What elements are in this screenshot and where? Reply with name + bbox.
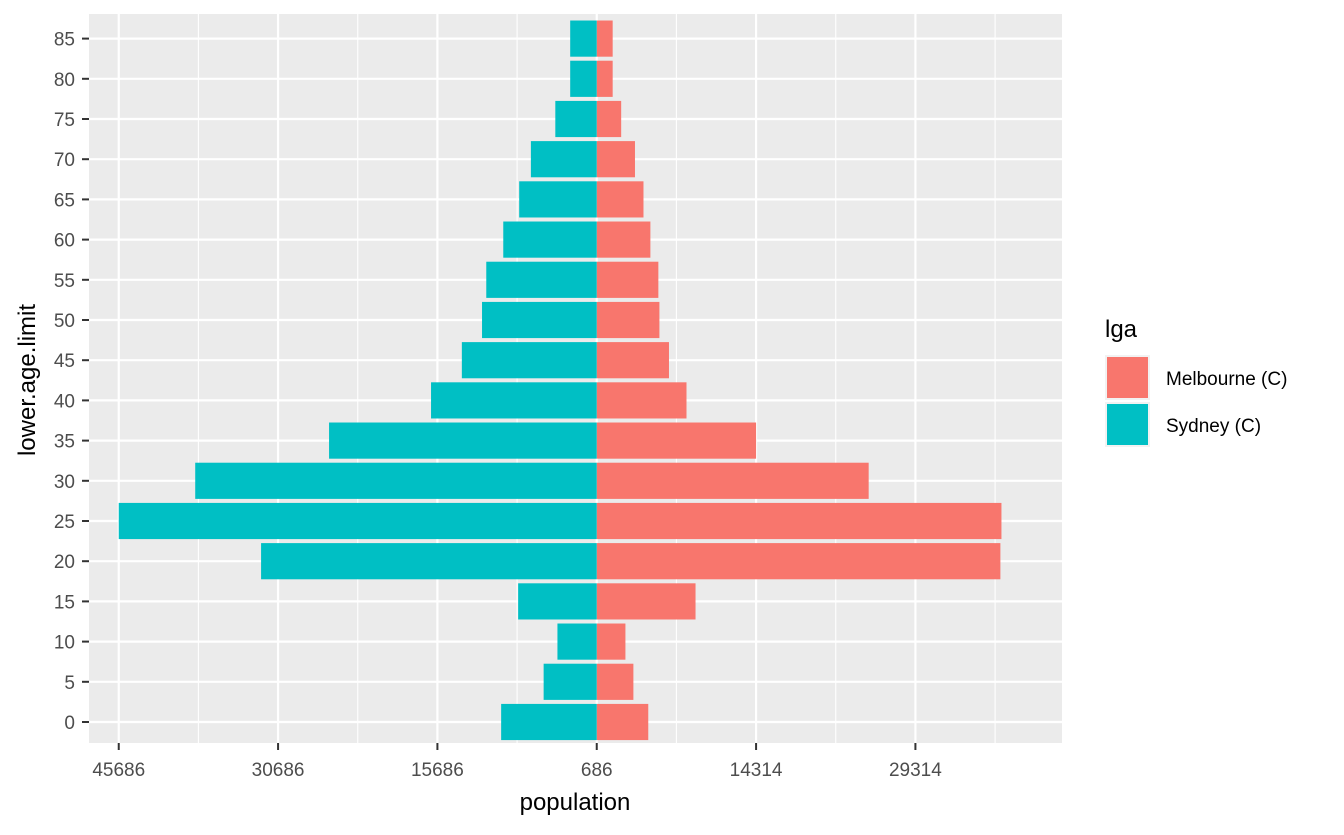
legend-title: lga xyxy=(1105,316,1138,343)
y-axis: 0 5 10 15 20 25 30 35 40 45 50 55 60 65 70 75 80 85 xyxy=(54,30,89,734)
y-axis-title: lower.age.limit xyxy=(14,304,41,456)
y-tick-label: 80 xyxy=(54,70,75,91)
y-tick-label: 5 xyxy=(64,673,75,694)
bar-melbourne-c-5 xyxy=(596,663,634,700)
legend: lga Melbourne (C) Sydney (C) xyxy=(1105,316,1287,447)
x-tick-label: 14314 xyxy=(730,760,783,781)
x-tick-label: 45686 xyxy=(92,760,145,781)
y-tick-label: 20 xyxy=(54,552,75,573)
x-axis: 45686 30686 15686 686 14314 29314 xyxy=(92,743,942,781)
bar-melbourne-c-35 xyxy=(596,422,757,459)
bar-sydney-c-30 xyxy=(195,462,597,499)
bar-melbourne-c-45 xyxy=(596,342,669,379)
bar-melbourne-c-60 xyxy=(596,221,651,258)
y-tick-label: 75 xyxy=(54,110,75,131)
y-tick-label: 60 xyxy=(54,231,75,252)
x-tick-label: 15686 xyxy=(411,760,464,781)
bar-sydney-c-50 xyxy=(482,301,597,339)
y-tick-label: 85 xyxy=(54,30,75,51)
bar-sydney-c-20 xyxy=(261,543,597,580)
bar-melbourne-c-75 xyxy=(596,100,622,138)
bar-melbourne-c-70 xyxy=(596,141,635,178)
bar-melbourne-c-55 xyxy=(596,261,659,298)
x-tick-label: 29314 xyxy=(889,760,942,781)
legend-label: Melbourne (C) xyxy=(1166,369,1287,390)
x-axis-title: population xyxy=(520,789,631,816)
legend-label: Sydney (C) xyxy=(1166,416,1261,437)
y-tick-label: 25 xyxy=(54,512,75,533)
y-tick-label: 45 xyxy=(54,351,75,372)
bar-melbourne-c-15 xyxy=(596,583,696,620)
y-tick-label: 65 xyxy=(54,190,75,211)
bars xyxy=(118,20,1002,741)
bar-melbourne-c-20 xyxy=(596,543,1001,580)
bar-sydney-c-55 xyxy=(486,261,597,298)
bar-sydney-c-5 xyxy=(543,663,597,700)
bar-melbourne-c-25 xyxy=(596,502,1002,540)
bar-melbourne-c-50 xyxy=(596,301,660,339)
legend-swatch xyxy=(1107,404,1148,445)
bar-sydney-c-10 xyxy=(557,623,597,660)
bar-sydney-c-80 xyxy=(570,60,597,97)
bar-sydney-c-60 xyxy=(503,221,597,258)
bar-melbourne-c-85 xyxy=(596,20,613,57)
y-tick-label: 15 xyxy=(54,592,75,613)
bar-sydney-c-35 xyxy=(329,422,597,459)
bar-melbourne-c-80 xyxy=(596,60,613,97)
y-tick-label: 55 xyxy=(54,271,75,292)
bar-sydney-c-70 xyxy=(530,141,597,178)
legend-swatch xyxy=(1107,357,1148,398)
bar-melbourne-c-65 xyxy=(596,181,644,218)
bar-sydney-c-85 xyxy=(570,20,597,57)
bar-sydney-c-45 xyxy=(461,342,597,379)
y-tick-label: 10 xyxy=(54,633,75,654)
y-tick-label: 50 xyxy=(54,311,75,332)
bar-melbourne-c-0 xyxy=(596,703,649,741)
bar-melbourne-c-40 xyxy=(596,382,687,419)
bar-melbourne-c-10 xyxy=(596,623,626,660)
bar-sydney-c-0 xyxy=(501,703,597,741)
bar-melbourne-c-30 xyxy=(596,462,869,499)
bar-sydney-c-25 xyxy=(118,502,597,540)
bar-sydney-c-65 xyxy=(519,181,597,218)
legend-items: Melbourne (C) Sydney (C) xyxy=(1105,355,1287,447)
bar-sydney-c-40 xyxy=(431,382,597,419)
y-tick-label: 0 xyxy=(64,713,75,734)
y-tick-label: 35 xyxy=(54,432,75,453)
minor-gridlines xyxy=(197,14,996,743)
y-tick-label: 30 xyxy=(54,472,75,493)
x-tick-label: 686 xyxy=(581,760,613,781)
y-tick-label: 70 xyxy=(54,150,75,171)
x-tick-label: 30686 xyxy=(252,760,305,781)
bar-sydney-c-15 xyxy=(518,583,597,620)
bar-sydney-c-75 xyxy=(555,100,597,138)
y-tick-label: 40 xyxy=(54,391,75,412)
